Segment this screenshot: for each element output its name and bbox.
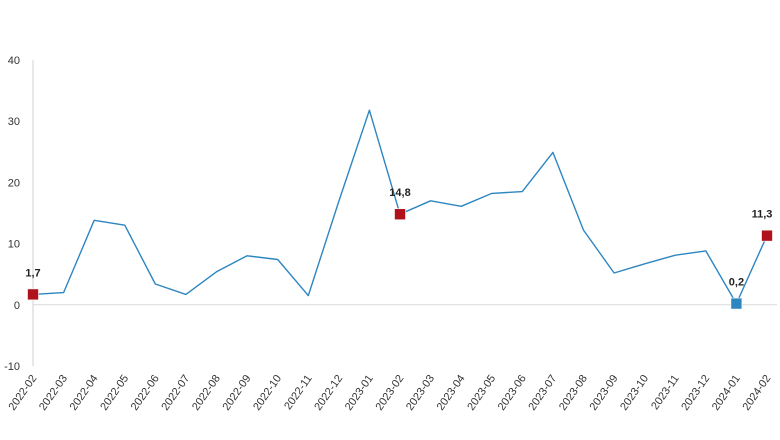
x-tick-label: 2023-10	[618, 373, 651, 413]
data-label: 11,3	[752, 209, 773, 221]
data-label: 0,2	[729, 277, 744, 289]
y-tick-label: -10	[4, 361, 20, 373]
x-tick-label: 2023-09	[588, 373, 621, 413]
y-tick-label: 20	[8, 177, 20, 189]
x-tick-label: 2023-05	[465, 373, 498, 413]
y-tick-label: 10	[8, 239, 20, 251]
x-axis-ticks: 2022-022022-032022-042022-052022-062022-…	[6, 373, 773, 413]
highlight-marker	[761, 229, 773, 242]
x-tick-label: 2023-11	[649, 373, 682, 412]
highlight-marker	[394, 208, 406, 221]
x-tick-label: 2023-04	[435, 373, 468, 413]
series-group	[32, 109, 768, 305]
data-label: 14,8	[389, 187, 410, 199]
x-tick-label: 2022-05	[98, 373, 131, 413]
x-tick-label: 2022-12	[312, 373, 345, 413]
x-tick-label: 2022-02	[6, 373, 39, 413]
x-tick-label: 2023-02	[373, 373, 406, 413]
x-tick-label: 2024-02	[740, 373, 773, 413]
x-tick-label: 2022-04	[68, 373, 101, 413]
x-tick-label: 2022-06	[129, 373, 162, 413]
x-tick-label: 2022-10	[251, 373, 284, 413]
y-tick-label: 40	[8, 55, 20, 67]
highlight-marker	[27, 288, 39, 301]
x-tick-label: 2022-07	[159, 373, 192, 413]
y-tick-label: 0	[14, 300, 20, 312]
data-label: 1,7	[25, 267, 40, 279]
x-tick-label: 2022-03	[37, 373, 70, 413]
x-tick-label: 2022-09	[221, 373, 254, 413]
x-tick-label: 2023-12	[679, 373, 712, 413]
highlight-marker	[730, 297, 743, 310]
x-tick-label: 2023-07	[526, 373, 559, 413]
x-tick-label: 2023-03	[404, 373, 437, 413]
x-tick-label: 2023-01	[343, 373, 376, 413]
x-tick-label: 2022-11	[282, 373, 315, 412]
series-line	[32, 109, 768, 305]
y-tick-label: 30	[8, 116, 20, 128]
x-tick-label: 2024-01	[710, 373, 743, 413]
axes	[32, 60, 777, 366]
x-tick-label: 2023-06	[496, 373, 529, 413]
x-tick-label: 2022-08	[190, 373, 223, 413]
x-tick-label: 2023-08	[557, 373, 590, 413]
y-axis-ticks: -10 0 10 20 30 40	[4, 55, 20, 373]
highlight-markers: 1,7 14,8 0,2 11,3	[25, 187, 773, 310]
